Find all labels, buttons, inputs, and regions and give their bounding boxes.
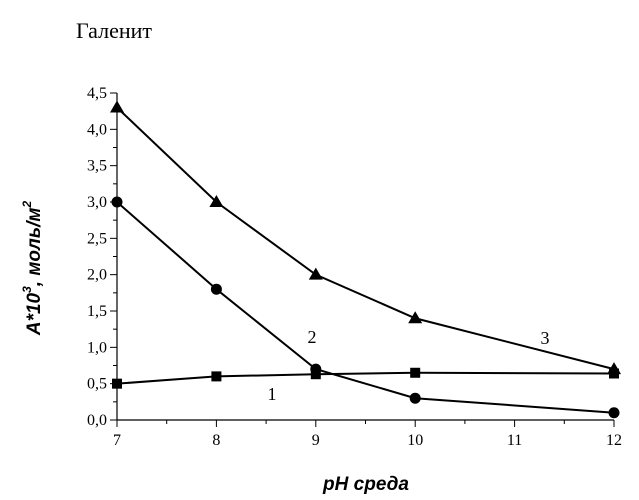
- axes: 0,00,51,01,52,02,53,03,54,04,57 8 9 10 11 12: [87, 85, 622, 449]
- circle-marker: [111, 196, 123, 208]
- series-labels: 1 2 3: [268, 327, 550, 404]
- y-tick-label: 1,5: [87, 303, 107, 320]
- series-2-line: [116, 201, 615, 414]
- series-label-2: 2: [308, 327, 317, 347]
- x-tick-label: 12: [606, 432, 622, 449]
- circle-marker: [409, 392, 421, 404]
- triangle-marker: [607, 362, 621, 375]
- circle-marker: [210, 283, 222, 295]
- square-marker: [112, 378, 122, 389]
- x-axis-label: pH среда: [322, 474, 409, 495]
- series-label-1: 1: [268, 384, 277, 404]
- series-lines: [116, 106, 615, 414]
- x-tick-label: 8: [212, 432, 220, 449]
- y-axis-label: A*103, моль/м2: [20, 201, 45, 337]
- y-tick-label: 2,5: [87, 230, 107, 247]
- y-tick-label: 0,5: [87, 376, 107, 393]
- square-marker: [410, 367, 421, 378]
- series-3-line: [116, 106, 615, 371]
- y-axis-label-unit: , моль/м: [24, 208, 45, 288]
- y-tick-label: 4,5: [87, 85, 107, 102]
- triangle-marker: [408, 311, 423, 324]
- triangle-marker: [308, 267, 323, 280]
- y-tick-label: 1,0: [87, 339, 107, 356]
- triangle-marker: [110, 100, 124, 113]
- y-axis-label-exp: 3: [20, 286, 34, 293]
- y-tick-label: 3,5: [87, 158, 107, 175]
- x-tick-label: 7: [113, 432, 121, 449]
- x-tick-label: 9: [312, 432, 320, 449]
- y-tick-label: 3,0: [87, 194, 107, 211]
- y-axis-label-main: A*10: [24, 292, 45, 336]
- series-label-3: 3: [541, 328, 550, 348]
- square-marker: [211, 371, 222, 382]
- chart-title: Галенит: [76, 18, 152, 43]
- triangle-marker: [209, 195, 224, 207]
- y-tick-label: 2,0: [87, 267, 107, 284]
- y-tick-label: 0,0: [87, 412, 107, 429]
- circle-marker: [608, 407, 620, 419]
- y-axis-label-unit-exp: 2: [20, 201, 34, 209]
- series-1-line: [116, 371, 615, 385]
- series-markers: [110, 100, 621, 419]
- circle-marker: [310, 363, 322, 375]
- y-tick-label: 4,0: [87, 121, 107, 138]
- x-tick-label: 11: [507, 432, 522, 449]
- x-tick-label: 10: [407, 432, 423, 449]
